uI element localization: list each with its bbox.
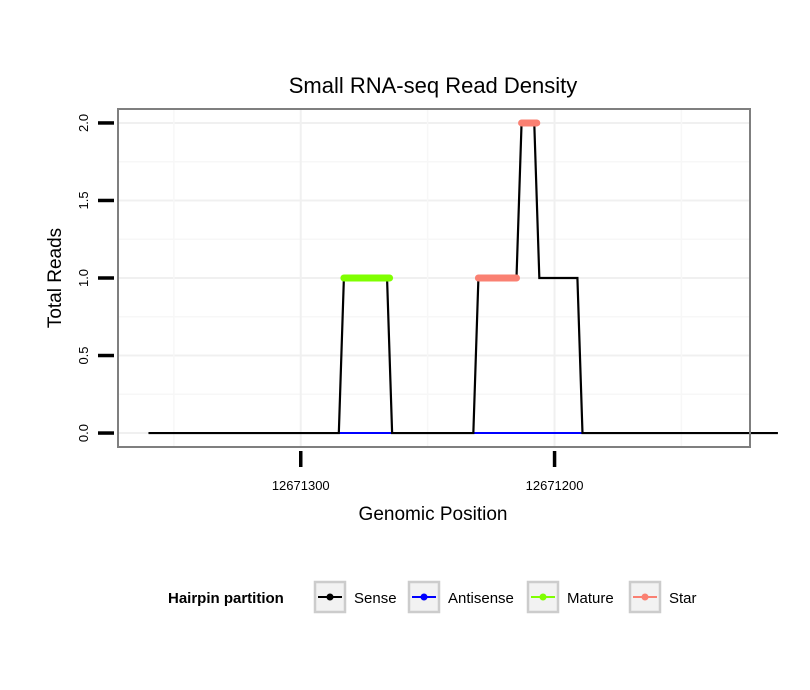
- series-layer: [148, 119, 778, 435]
- y-axis: 0.0 0.5 1.0 1.5 2.0: [76, 114, 114, 442]
- plot-border: [117, 108, 751, 448]
- legend-entry-antisense: Antisense: [407, 580, 514, 614]
- grid-lines: [118, 109, 750, 447]
- legend-entry-mature: Mature: [526, 580, 614, 614]
- legend-key-point: [539, 593, 547, 601]
- x-tick-label: 12671200: [526, 478, 584, 493]
- y-tick-label: 2.0: [76, 114, 91, 132]
- legend-key-point: [420, 593, 428, 601]
- y-tick-label: 0.0: [76, 424, 91, 442]
- y-axis-title: Total Reads: [45, 228, 66, 328]
- legend-entry-star: Star: [628, 580, 697, 614]
- y-tick-label: 0.5: [76, 346, 91, 364]
- chart-title: Small RNA-seq Read Density: [289, 73, 578, 98]
- y-tick-label: 1.5: [76, 191, 91, 209]
- x-axis: 12671300 12671200: [272, 451, 584, 493]
- legend-label: Sense: [354, 590, 397, 607]
- y-tick-label: 1.0: [76, 269, 91, 287]
- legend-label: Antisense: [448, 590, 514, 607]
- legend-key-point: [641, 593, 649, 601]
- legend-label: Star: [669, 590, 697, 607]
- legend-key-point: [326, 593, 334, 601]
- x-axis-title: Genomic Position: [359, 504, 508, 525]
- x-tick-label: 12671300: [272, 478, 330, 493]
- legend-label: Mature: [567, 590, 614, 607]
- legend-entry-sense: Sense: [313, 580, 397, 614]
- legend-title: Hairpin partition: [168, 590, 284, 607]
- legend: Hairpin partition Sense Antisense Mature St…: [168, 580, 697, 614]
